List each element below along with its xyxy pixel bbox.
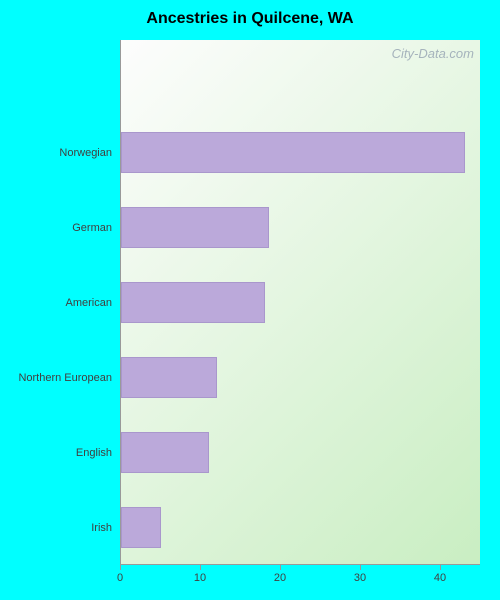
y-axis-label: Irish bbox=[0, 522, 112, 534]
y-axis-label: American bbox=[0, 297, 112, 309]
y-axis-label: Norwegian bbox=[0, 147, 112, 159]
bar bbox=[121, 432, 209, 473]
bar bbox=[121, 507, 161, 548]
x-tick-label: 10 bbox=[194, 572, 206, 584]
plot-area: City-Data.com bbox=[120, 40, 480, 565]
watermark-text: City-Data.com bbox=[392, 46, 474, 61]
x-tick-label: 20 bbox=[274, 572, 286, 584]
bar bbox=[121, 132, 465, 173]
bar bbox=[121, 207, 269, 248]
chart-title: Ancestries in Quilcene, WA bbox=[0, 10, 500, 28]
y-axis-label: English bbox=[0, 447, 112, 459]
x-tick-mark bbox=[440, 565, 441, 570]
x-tick-mark bbox=[280, 565, 281, 570]
bar bbox=[121, 282, 265, 323]
x-tick-label: 0 bbox=[117, 572, 123, 584]
y-axis-label: German bbox=[0, 222, 112, 234]
x-tick-mark bbox=[200, 565, 201, 570]
x-tick-mark bbox=[120, 565, 121, 570]
x-tick-label: 30 bbox=[354, 572, 366, 584]
chart-container: Ancestries in Quilcene, WA City-Data.com… bbox=[0, 0, 500, 600]
x-tick-mark bbox=[360, 565, 361, 570]
y-axis-label: Northern European bbox=[0, 372, 112, 384]
bar bbox=[121, 357, 217, 398]
x-tick-label: 40 bbox=[434, 572, 446, 584]
